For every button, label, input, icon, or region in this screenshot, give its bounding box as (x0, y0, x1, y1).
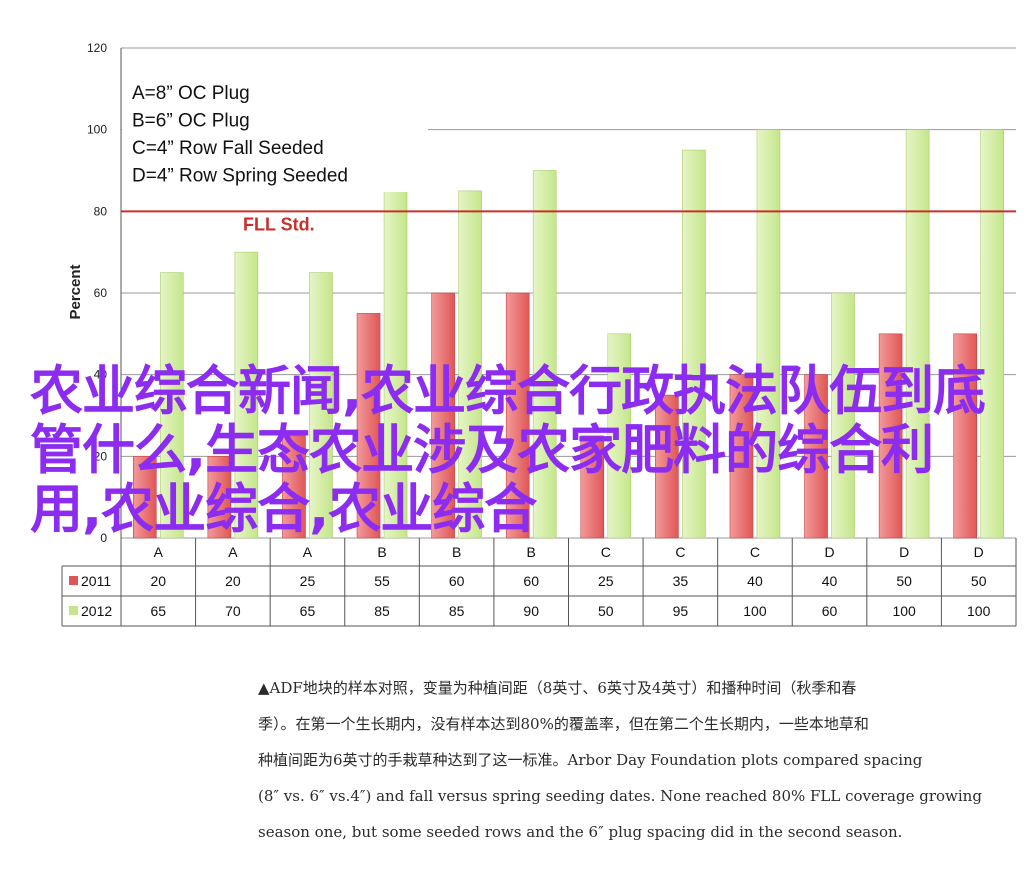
legend-box: A=8” OC Plug B=6” OC Plug C=4” Row Fall Se… (122, 72, 428, 192)
legend-box-entry: A=8” OC Plug (132, 83, 250, 104)
bar-2011 (655, 394, 679, 539)
data-label: 25 (598, 573, 614, 589)
legend-box-entry: D=4” Row Spring Seeded (132, 166, 348, 187)
data-label: 90 (523, 603, 539, 619)
y-tick-label: 60 (94, 286, 108, 300)
table-series-name: 2011 (81, 573, 111, 589)
bar-2012 (905, 129, 930, 539)
data-label: 100 (967, 603, 991, 619)
data-label: 35 (673, 573, 689, 589)
figure-caption: ▲ADF地块的样本对照，变量为种植间距（8英寸、6英寸及4英寸）和播种时间（秋季… (258, 679, 982, 841)
x-tick-label: A (303, 544, 313, 560)
x-tick-label: D (899, 544, 909, 560)
data-label: 60 (822, 603, 838, 619)
y-tick-label: 100 (87, 123, 107, 137)
bar-2011 (505, 292, 530, 539)
data-label: 40 (747, 573, 763, 589)
data-label: 20 (151, 573, 167, 589)
data-label: 65 (300, 603, 316, 619)
bar-2011 (207, 456, 232, 539)
legend-box-bg (122, 72, 428, 192)
data-label: 60 (449, 573, 465, 589)
data-label: 85 (449, 603, 465, 619)
bar-2012 (309, 272, 333, 539)
bar-2012 (980, 129, 1005, 539)
data-label: 25 (300, 573, 316, 589)
x-tick-label: D (974, 544, 984, 560)
data-label: 50 (598, 603, 614, 619)
bar-2011 (132, 456, 157, 539)
bar-2012 (682, 149, 706, 539)
bar-2011 (878, 333, 903, 539)
x-tick-label: B (527, 544, 536, 560)
data-label: 100 (892, 603, 916, 619)
x-tick-label: C (750, 544, 760, 560)
data-label: 85 (374, 603, 390, 619)
x-tick-label: B (452, 544, 461, 560)
bar-2012 (159, 272, 184, 539)
y-tick-label: 20 (94, 449, 108, 463)
y-tick-label: 120 (87, 41, 107, 55)
data-label: 50 (896, 573, 912, 589)
data-label: 95 (673, 603, 689, 619)
bar-2012 (607, 333, 632, 539)
bar-2012 (234, 251, 259, 539)
x-tick-label: C (675, 544, 685, 560)
bar-2011 (729, 374, 754, 539)
x-tick-label: A (154, 544, 164, 560)
bars (132, 129, 1005, 539)
bar-2011 (804, 374, 828, 539)
x-tick-label: C (601, 544, 611, 560)
axes: 0 20 40 60 80 100 120 (87, 41, 122, 545)
bar-2012 (532, 170, 557, 539)
y-axis-label: Percent (67, 264, 84, 319)
legend-box-entry: C=4” Row Fall Seeded (132, 138, 324, 159)
data-table: A A A B B B C C C D D D 2011 20 20 25 55 60 60 25 35 40 40 50 50… (61, 538, 1017, 627)
overlay-title: 农业综合新闻,农业综合行政执法队伍到底管什么,生态农业涉及农家肥料的综合利用,农… (30, 361, 986, 540)
y-tick-label: 80 (94, 204, 108, 218)
data-label: 65 (151, 603, 167, 619)
bar-2011 (282, 435, 306, 539)
y-tick-label: 0 (100, 531, 107, 545)
bar-2011 (431, 292, 455, 539)
x-tick-label: D (824, 544, 834, 560)
table-legend-swatch (69, 576, 78, 585)
data-label: 100 (743, 603, 767, 619)
data-label: 50 (971, 573, 987, 589)
data-label: 70 (225, 603, 241, 619)
y-tick-label: 40 (94, 368, 108, 382)
data-label: 20 (225, 573, 241, 589)
legend-box-entry: B=6” OC Plug (132, 111, 250, 132)
table-legend-swatch (69, 606, 78, 615)
bar-2012 (756, 129, 781, 539)
data-label: 40 (822, 573, 838, 589)
x-tick-label: A (228, 544, 238, 560)
bar-2011 (356, 313, 381, 539)
data-label: 55 (374, 573, 390, 589)
bar-2011 (953, 333, 978, 539)
table-series-name: 2012 (81, 603, 112, 619)
fll-reference: FLL Std. (121, 210, 1016, 234)
x-tick-label: B (377, 544, 386, 560)
data-label: 60 (523, 573, 539, 589)
bar-2012 (831, 292, 855, 539)
bar-2011 (580, 435, 605, 539)
fll-std-label: FLL Std. (243, 214, 315, 234)
bar-2012 (458, 190, 482, 539)
